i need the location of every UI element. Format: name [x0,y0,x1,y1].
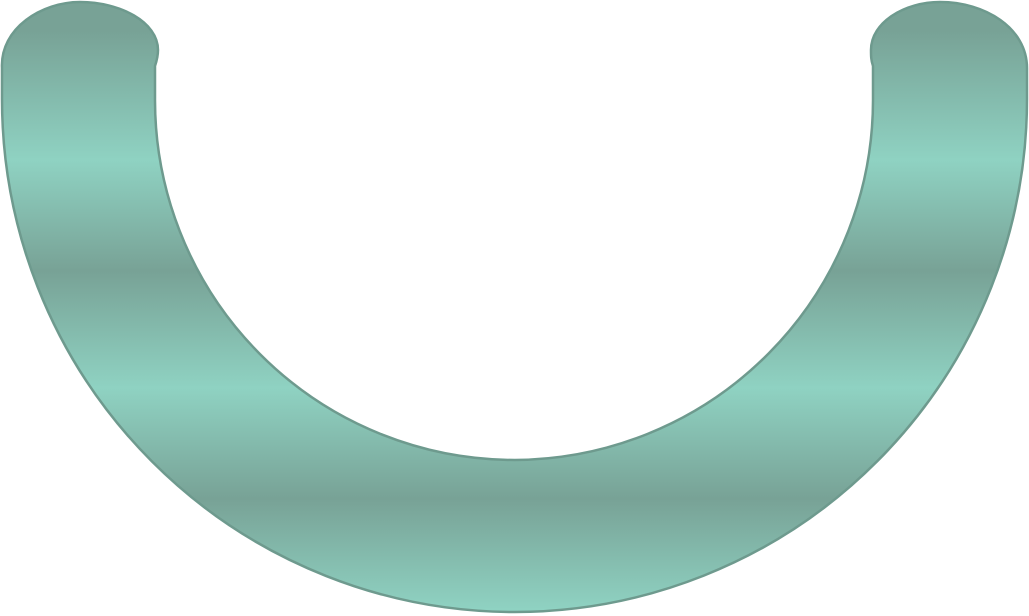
canvas [0,0,1029,614]
u-arc-graphic [0,0,1029,614]
u-arc-shape [0,0,1029,614]
